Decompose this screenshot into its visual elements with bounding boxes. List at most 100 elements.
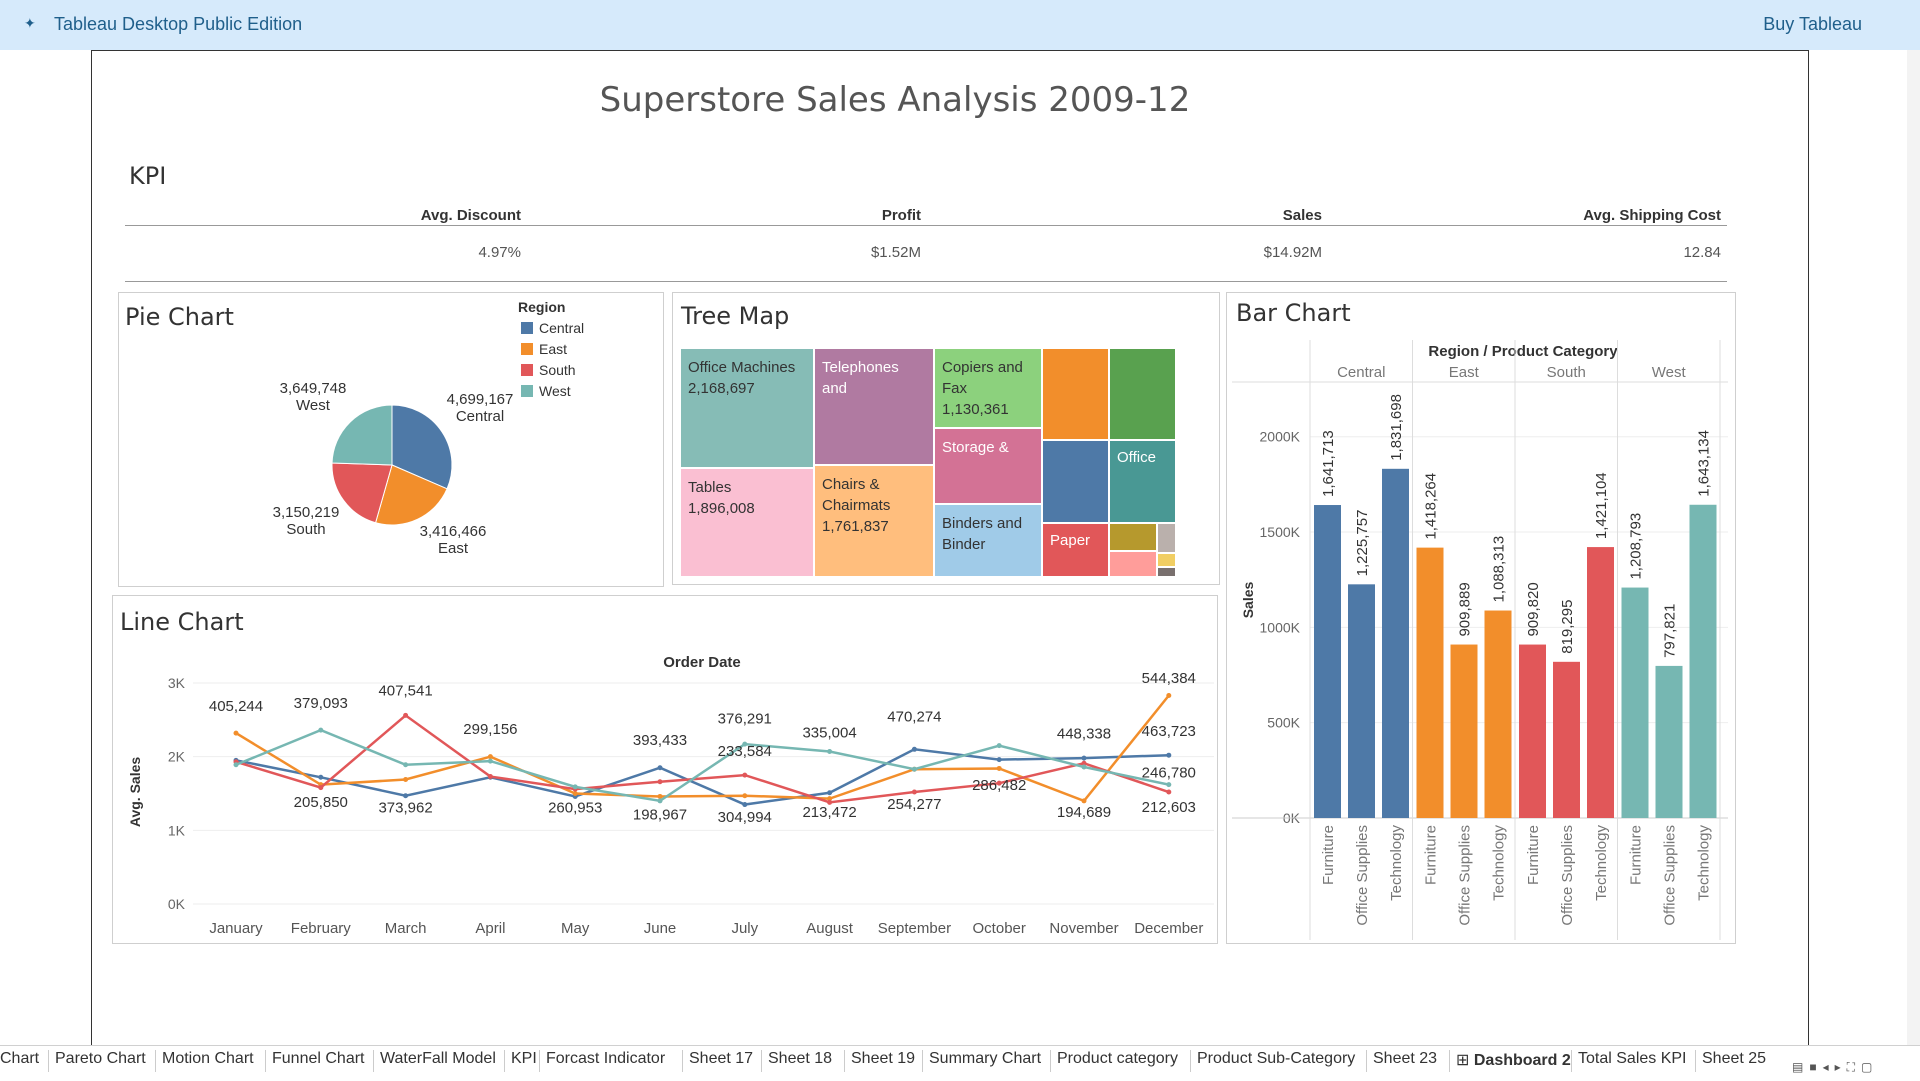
bar-west-office-supplies[interactable]	[1655, 665, 1683, 818]
tree-map-area[interactable]: Office Machines 2,168,697 Telephones and …	[681, 349, 1175, 576]
pie-legend[interactable]: Central East South West	[521, 320, 584, 404]
tab-dashboard-2[interactable]: ⊞ Dashboard 2	[1456, 1050, 1571, 1070]
legend-item-central[interactable]: Central	[521, 320, 584, 341]
treemap-cell-dark[interactable]	[1158, 568, 1175, 576]
line-point-south[interactable]	[487, 774, 493, 780]
treemap-cell-olive[interactable]	[1110, 524, 1158, 552]
line-point-south[interactable]	[1166, 789, 1172, 795]
line-point-east[interactable]	[572, 791, 578, 796]
treemap-cell-grey[interactable]	[1158, 524, 1175, 554]
line-point-west[interactable]	[996, 743, 1002, 749]
line-point-west[interactable]	[403, 762, 409, 768]
pie-chart-panel[interactable]	[118, 292, 664, 587]
treemap-cell-chairs[interactable]: Chairs & Chairmats 1,761,837	[815, 466, 935, 576]
buy-tableau-link[interactable]: Buy Tableau	[1763, 14, 1862, 34]
tab-sheet-19[interactable]: Sheet 19	[851, 1050, 915, 1068]
tab-pareto-chart[interactable]: Pareto Chart	[55, 1050, 146, 1068]
bar-east-technology[interactable]	[1484, 610, 1512, 818]
line-series-east[interactable]	[235, 694, 1170, 803]
bar-chart-panel[interactable]	[1226, 292, 1736, 944]
line-point-east[interactable]	[657, 793, 663, 799]
line-point-central[interactable]	[911, 746, 917, 752]
line-point-central[interactable]	[742, 802, 748, 808]
bar-west-furniture[interactable]	[1621, 587, 1649, 818]
treemap-cell-tables[interactable]: Tables 1,896,008	[681, 469, 815, 576]
bar-west-technology[interactable]	[1689, 504, 1717, 818]
pie-slice-west[interactable]	[331, 404, 393, 466]
tab-chart[interactable]: Chart	[0, 1050, 39, 1068]
tab-nav-controls[interactable]: ▤■◂▸⛶▢	[1792, 1060, 1879, 1074]
tab-total-sales-kpi[interactable]: Total Sales KPI	[1578, 1050, 1687, 1068]
line-point-central[interactable]	[1081, 755, 1087, 761]
tab-sheet-25[interactable]: Sheet 25	[1702, 1050, 1766, 1068]
pie-slice-south[interactable]	[331, 462, 393, 524]
tab-forcast-indicator[interactable]: Forcast Indicator	[546, 1050, 665, 1068]
line-point-east[interactable]	[742, 793, 748, 799]
bar-east-furniture[interactable]	[1416, 547, 1444, 818]
pie-chart-svg[interactable]	[120, 294, 662, 585]
line-point-west[interactable]	[318, 727, 324, 733]
tab-sheet-17[interactable]: Sheet 17	[689, 1050, 753, 1068]
line-point-south[interactable]	[911, 789, 917, 795]
treemap-cell-green[interactable]	[1110, 349, 1175, 441]
line-series-central[interactable]	[235, 748, 1169, 806]
line-series-west[interactable]	[235, 728, 1170, 803]
vertical-scrollbar[interactable]	[1907, 50, 1920, 1045]
line-point-west[interactable]	[233, 762, 239, 768]
treemap-cell-blue[interactable]	[1043, 441, 1110, 524]
treemap-cell-office-machines[interactable]: Office Machines 2,168,697	[681, 349, 815, 469]
treemap-cell-binders[interactable]: Binders and Binder	[935, 505, 1043, 576]
bar-south-office-supplies[interactable]	[1553, 661, 1580, 818]
line-point-east[interactable]	[1081, 798, 1087, 804]
line-point-east[interactable]	[233, 730, 239, 736]
bar-central-technology[interactable]	[1382, 468, 1409, 818]
line-point-west[interactable]	[911, 766, 917, 772]
line-point-east[interactable]	[487, 754, 493, 760]
bar-south-technology[interactable]	[1587, 547, 1614, 818]
treemap-cell-pink[interactable]	[1110, 552, 1158, 576]
tree-map-panel[interactable]	[672, 292, 1220, 585]
line-point-west[interactable]	[742, 741, 748, 747]
line-point-central[interactable]	[827, 790, 833, 796]
bar-central-furniture[interactable]	[1314, 505, 1341, 818]
tab-sheet-23[interactable]: Sheet 23	[1373, 1050, 1437, 1068]
legend-item-east[interactable]: East	[521, 341, 584, 362]
line-point-south[interactable]	[742, 772, 748, 778]
line-point-west[interactable]	[572, 784, 578, 790]
line-point-central[interactable]	[318, 774, 324, 780]
line-point-south[interactable]	[1081, 760, 1087, 766]
line-point-central[interactable]	[657, 765, 663, 771]
treemap-cell-paper[interactable]: Paper	[1043, 524, 1110, 576]
bar-central-office-supplies[interactable]	[1348, 584, 1375, 818]
line-point-central[interactable]	[1166, 752, 1172, 758]
treemap-cell-telephones[interactable]: Telephones and	[815, 349, 935, 466]
line-point-south[interactable]	[403, 712, 409, 718]
line-point-west[interactable]	[1166, 782, 1172, 788]
line-point-west[interactable]	[657, 798, 663, 804]
line-point-south[interactable]	[318, 785, 324, 791]
line-point-west[interactable]	[1081, 764, 1087, 770]
line-point-west[interactable]	[487, 758, 493, 764]
line-point-central[interactable]	[996, 757, 1002, 763]
line-point-east[interactable]	[827, 796, 833, 802]
tab-product-sub-category[interactable]: Product Sub-Category	[1197, 1050, 1355, 1068]
line-chart-panel[interactable]	[112, 595, 1218, 944]
tab-motion-chart[interactable]: Motion Chart	[162, 1050, 254, 1068]
line-chart-svg[interactable]: Order Date Avg. Sales 0K 1K 2K 3K 405,244 37…	[114, 640, 1216, 942]
line-point-west[interactable]	[827, 749, 833, 755]
treemap-cell-office[interactable]: Office	[1110, 441, 1175, 524]
bar-south-furniture[interactable]	[1519, 644, 1546, 818]
legend-item-west[interactable]: West	[521, 383, 584, 404]
line-point-east[interactable]	[1166, 693, 1172, 699]
line-point-east[interactable]	[403, 777, 409, 783]
tab-funnel-chart[interactable]: Funnel Chart	[272, 1050, 365, 1068]
pie-slice-east[interactable]	[374, 464, 448, 526]
line-point-east[interactable]	[996, 765, 1002, 771]
tab-summary-chart[interactable]: Summary Chart	[929, 1050, 1041, 1068]
treemap-cell-copiers[interactable]: Copiers and Fax 1,130,361	[935, 349, 1043, 429]
treemap-cell-orange[interactable]	[1043, 349, 1110, 441]
pie-slice-central[interactable]	[391, 404, 453, 490]
treemap-cell-storage[interactable]: Storage &	[935, 429, 1043, 505]
line-point-central[interactable]	[403, 793, 409, 799]
bar-east-office-supplies[interactable]	[1450, 644, 1478, 818]
